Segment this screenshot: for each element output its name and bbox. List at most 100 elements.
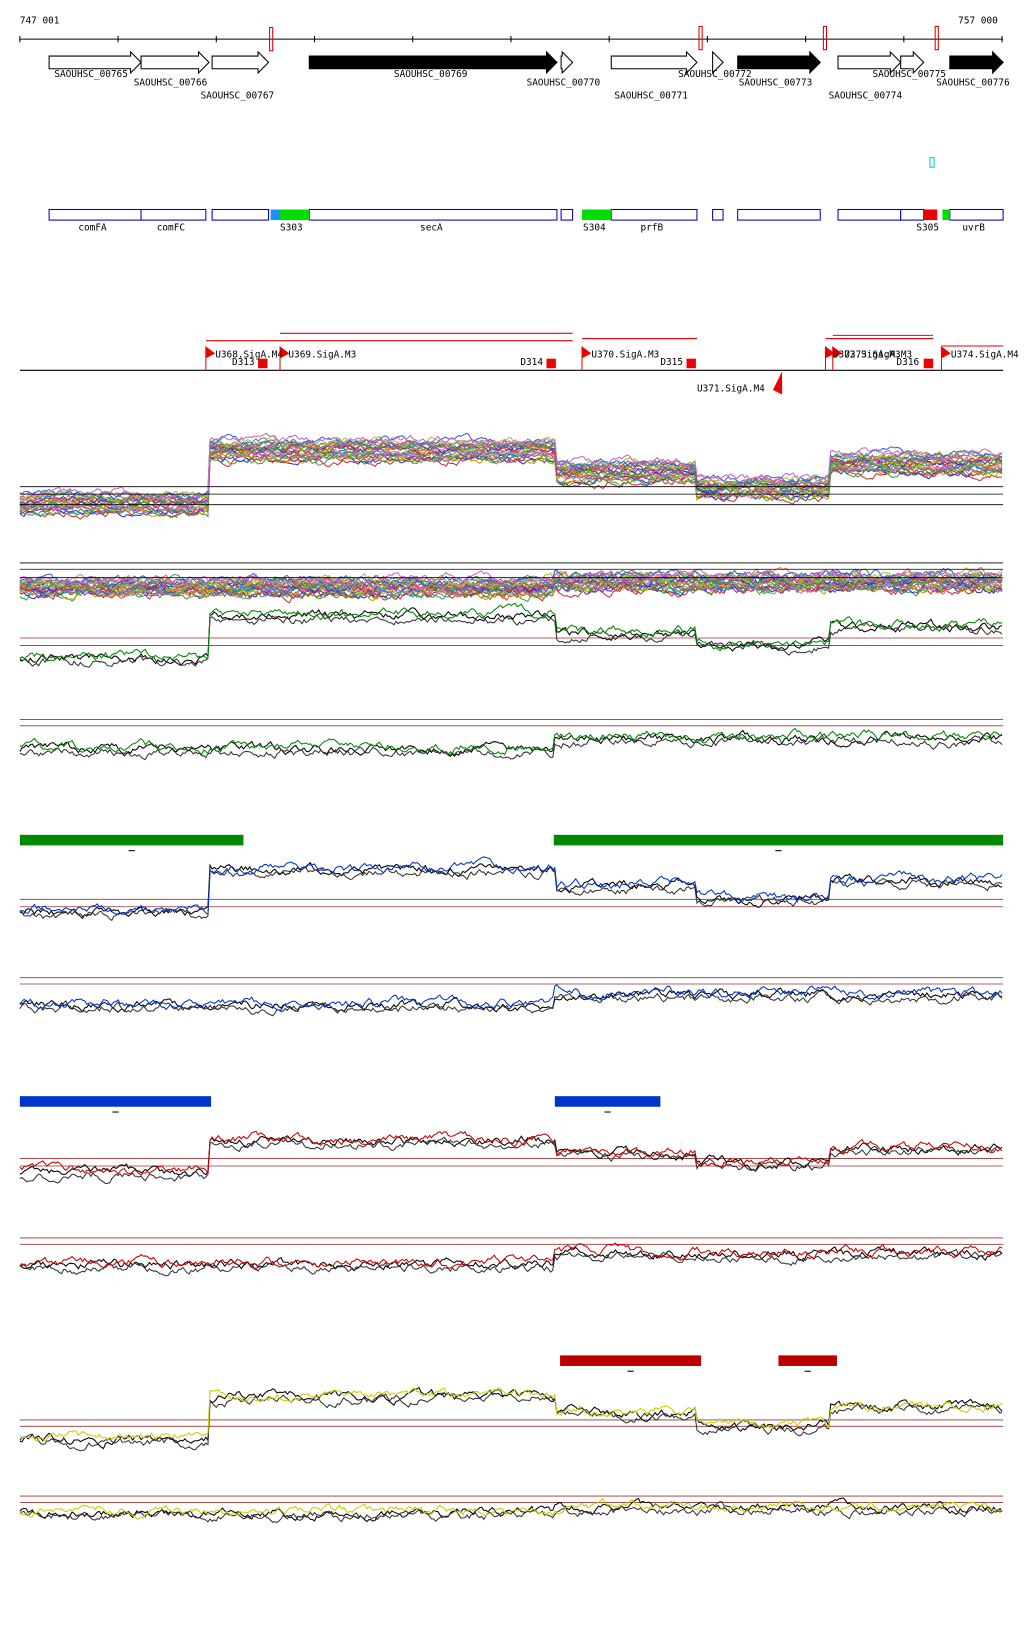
- feature-box: [900, 208, 925, 221]
- signal-trace: [19, 452, 1003, 520]
- gene-arrow: [610, 50, 698, 75]
- feature-box: [211, 208, 270, 221]
- terminator: [258, 358, 268, 369]
- signal-trace: [19, 607, 1003, 667]
- feature-box: [48, 208, 142, 221]
- gene-label: SAOUHSC_00771: [614, 90, 688, 101]
- site-marker: [822, 25, 828, 51]
- signal-trace: [19, 1242, 1003, 1271]
- region-bar: [560, 1355, 702, 1366]
- annotation-label: U369.SigA.M3: [288, 350, 356, 361]
- signal-trace: [19, 435, 1003, 503]
- gene-label: SAOUHSC_00769: [394, 69, 468, 80]
- feature-region: [923, 209, 938, 221]
- annotation-label: D316: [897, 357, 920, 368]
- site-marker: [698, 25, 703, 51]
- gene-label: SAOUHSC_00770: [527, 78, 601, 89]
- signal-trace: [19, 1387, 1003, 1443]
- gene-label: SAOUHSC_00765: [54, 69, 128, 80]
- end-coordinate: 757 000: [958, 15, 998, 26]
- region-bar: [554, 1096, 661, 1107]
- start-coordinate: 747 001: [20, 15, 60, 26]
- gene-arrow: [308, 50, 558, 75]
- terminator: [923, 358, 934, 369]
- feature-label: comFC: [157, 223, 185, 234]
- feature-region: [270, 209, 281, 221]
- gene-arrow: [837, 50, 902, 75]
- signal-trace: [19, 856, 1003, 916]
- signal-trace: [19, 602, 1003, 662]
- signal-trace: [19, 1135, 1003, 1185]
- feature-label: prfB: [641, 223, 664, 234]
- gene-arrow: [949, 50, 1004, 75]
- gene-label: SAOUHSC_00772: [678, 69, 752, 80]
- feature-box: [140, 208, 207, 221]
- signal-trace: [19, 1386, 1003, 1450]
- signal-trace: [19, 1501, 1003, 1524]
- signal-trace: [19, 866, 1003, 922]
- signal-trace: [19, 988, 1003, 1017]
- gene-label: SAOUHSC_00766: [134, 78, 208, 89]
- feature-label: S305: [916, 223, 939, 234]
- signal-trace: [19, 1248, 1003, 1277]
- signal-trace: [19, 733, 1003, 761]
- signal-trace: [19, 729, 1003, 757]
- signal-trace: [19, 1389, 1003, 1452]
- gene-arrow: [140, 50, 210, 75]
- gene-label: SAOUHSC_00775: [872, 69, 946, 80]
- region-bar: [778, 1355, 837, 1366]
- gene-label: SAOUHSC_00773: [739, 78, 813, 89]
- feature-label: secA: [420, 223, 443, 234]
- annotation-label: U368.SigA.M4: [215, 350, 283, 361]
- feature-box: [949, 208, 1004, 221]
- region-bar: [19, 834, 244, 846]
- feature-label: S304: [583, 223, 606, 234]
- promoter-flag: [581, 345, 592, 371]
- feature-box: [560, 208, 574, 221]
- feature-box: [610, 208, 698, 221]
- feature-label: comFA: [78, 223, 107, 234]
- annotation-label: U371.SigA.M4: [697, 383, 765, 394]
- region-bar: [553, 834, 1004, 846]
- annotation-label: D314: [520, 357, 543, 368]
- feature-box: [712, 208, 724, 221]
- promoter-flag: [832, 345, 843, 371]
- feature-label: uvrB: [962, 223, 985, 234]
- promoter-flag: [940, 345, 951, 371]
- feature-label: S303: [280, 223, 303, 234]
- promoter-flag: [824, 345, 835, 371]
- signal-trace: [19, 566, 1003, 588]
- signal-trace: [19, 1130, 1003, 1176]
- annotation-label: D313: [232, 357, 255, 368]
- signal-trace: [19, 573, 1003, 595]
- gene-label: SAOUHSC_00776: [936, 78, 1010, 89]
- feature-region: [280, 209, 310, 221]
- feature-region: [582, 209, 612, 221]
- promoter-flag: [279, 345, 290, 371]
- gene-arrow: [900, 50, 925, 75]
- annotation-label: D315: [660, 357, 683, 368]
- annotation-label: U373.SigA.M3: [844, 350, 912, 361]
- promoter-flag: [772, 372, 783, 395]
- signal-trace: [19, 727, 1003, 756]
- feature-box: [737, 208, 821, 221]
- feature-box: [308, 208, 558, 221]
- gene-arrow: [737, 50, 821, 75]
- signal-trace: [19, 987, 1003, 1013]
- feature-box: [837, 208, 902, 221]
- signal-trace: [19, 1497, 1003, 1523]
- region-bar: [19, 1096, 212, 1107]
- feature-region: [942, 209, 950, 221]
- signal-trace: [19, 861, 1003, 920]
- signal-trace: [19, 447, 1003, 514]
- site-marker: [269, 26, 274, 52]
- terminator: [686, 358, 696, 369]
- annotation-label: U372.SigA.M3: [833, 350, 901, 361]
- annotation-label: U370.SigA.M3: [591, 350, 659, 361]
- terminator: [546, 358, 556, 369]
- site-marker: [934, 25, 939, 51]
- gene-arrow: [712, 50, 724, 75]
- gene-arrow: [211, 50, 270, 75]
- signal-trace: [19, 612, 1003, 668]
- gene-arrow: [560, 50, 574, 75]
